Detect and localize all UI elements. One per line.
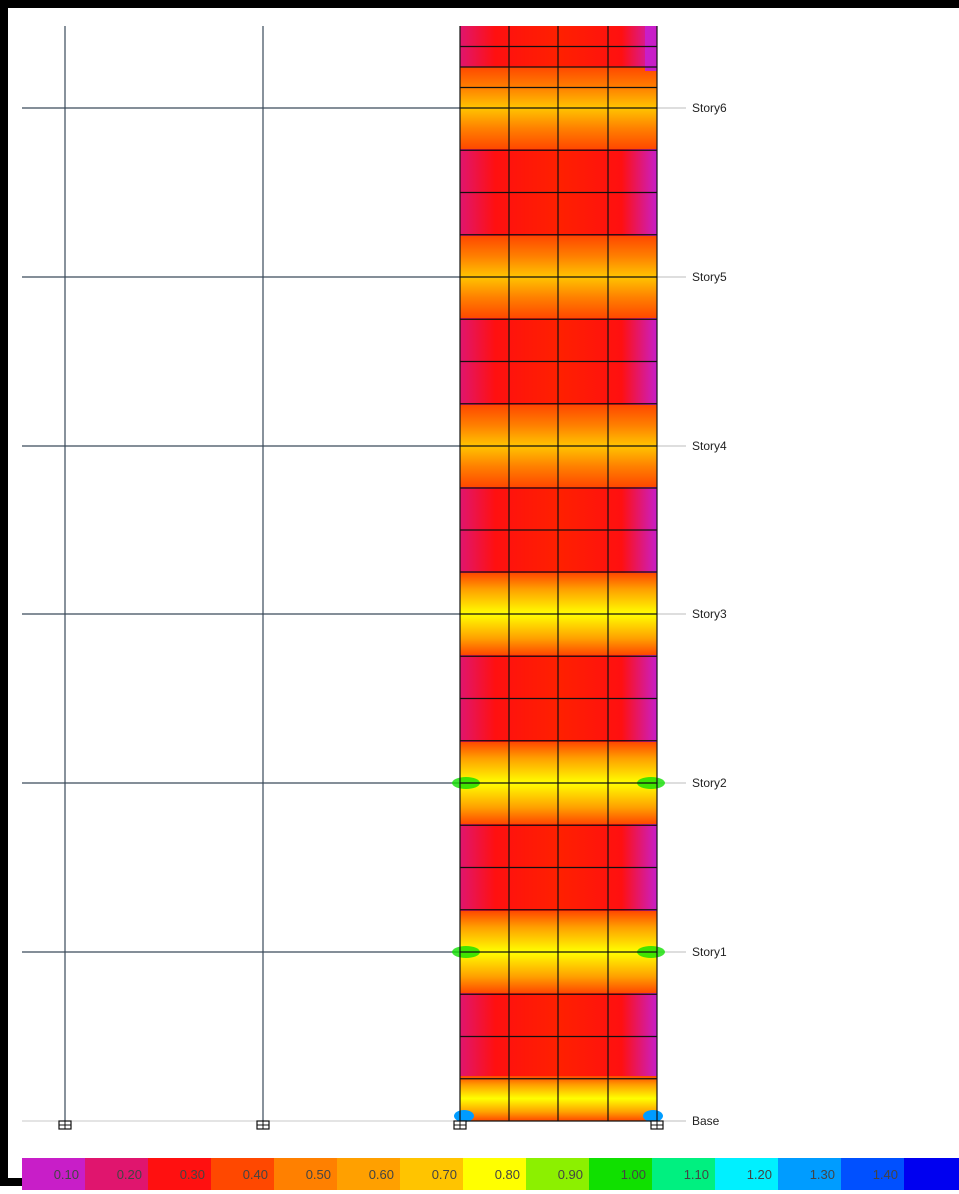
legend-cell-8: 0.90 xyxy=(526,1158,589,1190)
wall-contour-edge xyxy=(645,26,657,71)
wall-contour-corner-right xyxy=(643,1110,663,1122)
wall-mesh-lines xyxy=(459,26,658,1122)
legend-cell-5: 0.60 xyxy=(337,1158,400,1190)
story-label-4: Story2 xyxy=(692,776,727,790)
support-icons xyxy=(58,1120,664,1130)
legend-cell-11: 1.20 xyxy=(715,1158,778,1190)
support-icon xyxy=(453,1120,467,1130)
story-label-0: Story6 xyxy=(692,101,727,115)
legend-cell-0: 0.10 xyxy=(22,1158,85,1190)
legend-cell-10: 1.10 xyxy=(652,1158,715,1190)
story-label-6: Base xyxy=(692,1114,720,1128)
legend-cell-13: 1.40 xyxy=(841,1158,904,1190)
legend-cell-7: 0.80 xyxy=(463,1158,526,1190)
legend-cell-9: 1.00 xyxy=(589,1158,652,1190)
contour-color-legend: 0.10 0.20 0.30 0.40 0.50 0.60 0.70 0.80 0.90 1.00… xyxy=(22,1158,959,1190)
story-label-1: Story5 xyxy=(692,270,727,284)
legend-cell-3: 0.40 xyxy=(211,1158,274,1190)
legend-cell-14 xyxy=(904,1158,959,1190)
legend-cell-1: 0.20 xyxy=(85,1158,148,1190)
support-icon xyxy=(256,1120,270,1130)
elevation-drawing[interactable]: Story6 Story5 Story4 Story3 Story2 Story1 Base xyxy=(8,8,959,1194)
support-icon xyxy=(650,1120,664,1130)
story-labels: Story6 Story5 Story4 Story3 Story2 Story1 Base xyxy=(692,101,727,1128)
support-icon xyxy=(58,1120,72,1130)
story-label-5: Story1 xyxy=(692,945,727,959)
wall-contour-corner-left xyxy=(454,1110,474,1122)
legend-cell-6: 0.70 xyxy=(400,1158,463,1190)
story-label-3: Story3 xyxy=(692,607,727,621)
story-label-2: Story4 xyxy=(692,439,727,453)
legend-cell-12: 1.30 xyxy=(778,1158,841,1190)
legend-cell-2: 0.30 xyxy=(148,1158,211,1190)
legend-cell-4: 0.50 xyxy=(274,1158,337,1190)
